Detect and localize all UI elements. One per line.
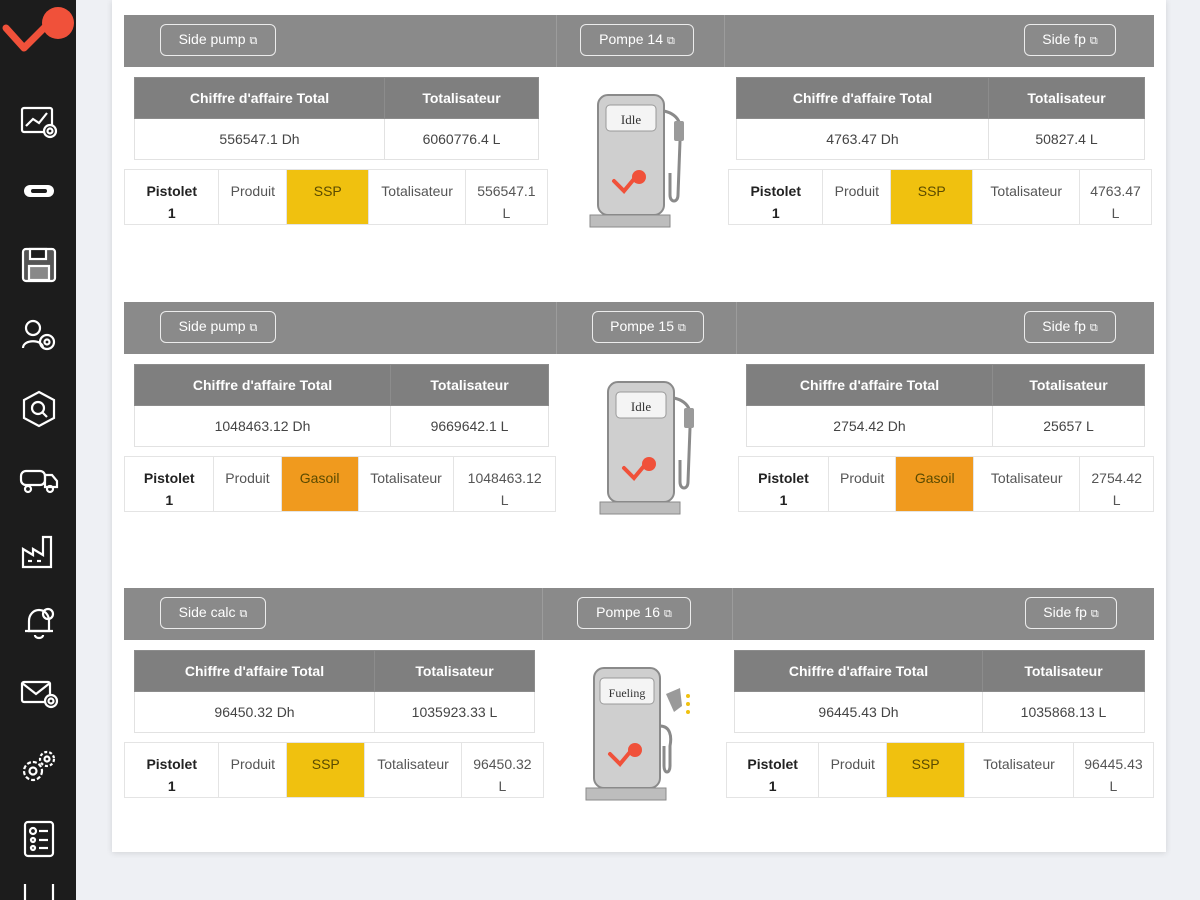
right-pistolet-table: Pistolet 1 Produit Gasoil Totalisateur 27… xyxy=(738,456,1154,512)
produit-label: Produit xyxy=(218,169,288,225)
totalisateur-label: Totalisateur xyxy=(972,169,1081,225)
totalisateur-value: 9669642.1 L xyxy=(390,405,549,447)
pistolet-label: Pistolet 1 xyxy=(123,742,220,798)
pump-status-text: Idle xyxy=(621,112,641,127)
pistolet-label: Pistolet 1 xyxy=(727,169,824,225)
pump-header: Side pump ⧉ Pompe 15 ⧉ Side fp ⧉ xyxy=(124,302,1154,354)
produit-label: Produit xyxy=(818,742,888,798)
pump-name-button[interactable]: Pompe 16 ⧉ xyxy=(577,597,691,629)
side-fp-button[interactable]: Side fp ⧉ xyxy=(1024,24,1116,56)
sidebar xyxy=(0,0,76,900)
tanker-truck-icon[interactable] xyxy=(18,458,60,500)
fuel-nozzle-icon[interactable] xyxy=(18,170,60,212)
side-fp-button[interactable]: Side fp ⧉ xyxy=(1025,597,1117,629)
external-link-icon: ⧉ xyxy=(1089,35,1098,47)
gears-icon[interactable] xyxy=(18,746,60,788)
pistolet-label: Pistolet 1 xyxy=(738,456,829,512)
side-pump-button[interactable]: Side pump ⧉ xyxy=(160,311,276,343)
pumps-panel: Side pump ⧉ Pompe 14 ⧉ Side fp ⧉ Chiffre d'… xyxy=(112,0,1166,852)
pump-header: Side pump ⧉ Pompe 14 ⧉ Side fp ⧉ xyxy=(124,15,1154,67)
right-pistolet-table: Pistolet 1 Produit SSP Totalisateur 96445… xyxy=(725,742,1155,798)
right-totals-table: Chiffre d'affaire Total Totalisateur 9644… xyxy=(734,650,1145,733)
left-totals-table: Chiffre d'affaire Total Totalisateur 5565… xyxy=(134,77,539,160)
product-badge: SSP xyxy=(890,169,974,225)
totalisateur-value: 2754.42 L xyxy=(1079,456,1154,512)
more-icon[interactable] xyxy=(18,884,60,900)
totalisateur-label: Totalisateur xyxy=(364,742,462,798)
alarm-bell-icon[interactable] xyxy=(18,602,60,644)
product-badge: Gasoil xyxy=(895,456,975,512)
left-pistolet-table: Pistolet 1 Produit Gasoil Totalisateur 10… xyxy=(123,456,556,512)
chiffre-affaire-value: 96445.43 Dh xyxy=(734,691,983,733)
external-link-icon: ⧉ xyxy=(663,608,672,620)
totalisateur-label: Totalisateur xyxy=(368,169,466,225)
left-totals-table: Chiffre d'affaire Total Totalisateur 9645… xyxy=(134,650,535,733)
product-badge: Gasoil xyxy=(280,456,359,512)
external-link-icon: ⧉ xyxy=(1090,608,1099,620)
totalisateur-value: 1035868.13 L xyxy=(982,691,1145,733)
totalisateur-label: Totalisateur xyxy=(964,742,1074,798)
totalisateur-label: Totalisateur xyxy=(973,456,1081,512)
totalisateur-label: Totalisateur xyxy=(357,456,455,512)
left-pistolet-table: Pistolet 1 Produit SSP Totalisateur 96450… xyxy=(123,742,545,798)
network-search-icon[interactable] xyxy=(18,388,60,430)
chiffre-affaire-value: 1048463.12 Dh xyxy=(134,405,391,447)
chiffre-affaire-value: 96450.32 Dh xyxy=(134,691,375,733)
right-totals-table: Chiffre d'affaire Total Totalisateur 4763… xyxy=(736,77,1145,160)
side-calc-button[interactable]: Side calc ⧉ xyxy=(160,597,266,629)
totalisateur-value: 4763.47 L xyxy=(1079,169,1152,225)
left-pistolet-table: Pistolet 1 Produit SSP Totalisateur 55654… xyxy=(123,169,549,225)
totalisateur-value: 25657 L xyxy=(992,405,1145,447)
chiffre-affaire-value: 4763.47 Dh xyxy=(736,118,989,160)
fuel-pump-illustration: Idle xyxy=(589,94,684,228)
produit-label: Produit xyxy=(218,742,288,798)
chiffre-affaire-value: 2754.42 Dh xyxy=(746,405,993,447)
totalisateur-value: 6060776.4 L xyxy=(384,118,539,160)
users-settings-icon[interactable] xyxy=(18,314,60,356)
right-totals-table: Chiffre d'affaire Total Totalisateur 2754… xyxy=(746,364,1145,447)
totalisateur-value: 96450.32 L xyxy=(460,742,545,798)
totalisateur-value: 1048463.12 L xyxy=(453,456,556,512)
factory-chart-icon[interactable] xyxy=(18,530,60,572)
produit-label: Produit xyxy=(822,169,892,225)
external-link-icon: ⧉ xyxy=(249,35,258,47)
totalisateur-value: 556547.1 L xyxy=(464,169,549,225)
external-link-icon: ⧉ xyxy=(239,608,248,620)
produit-label: Produit xyxy=(213,456,282,512)
mail-settings-icon[interactable] xyxy=(18,672,60,714)
chiffre-affaire-value: 556547.1 Dh xyxy=(134,118,385,160)
external-link-icon: ⧉ xyxy=(249,322,258,334)
external-link-icon: ⧉ xyxy=(666,35,675,47)
product-badge: SSP xyxy=(286,742,366,798)
pistolet-label: Pistolet 1 xyxy=(123,169,220,225)
totalisateur-value: 96445.43 L xyxy=(1072,742,1155,798)
external-link-icon: ⧉ xyxy=(1089,322,1098,334)
totalisateur-value: 1035923.33 L xyxy=(374,691,535,733)
report-list-icon[interactable] xyxy=(18,818,60,860)
external-link-icon: ⧉ xyxy=(677,322,686,334)
totalisateur-value: 50827.4 L xyxy=(988,118,1145,160)
brand-logo xyxy=(2,7,74,52)
pump-header: Side calc ⧉ Pompe 16 ⧉ Side fp ⧉ xyxy=(124,588,1154,640)
produit-label: Produit xyxy=(827,456,897,512)
pistolet-label: Pistolet 1 xyxy=(123,456,215,512)
pump-status-text: Idle xyxy=(631,399,651,414)
dashboard-chart-icon[interactable] xyxy=(18,100,60,142)
fuel-pump-illustration: Fueling xyxy=(585,667,690,801)
product-badge: SSP xyxy=(286,169,370,225)
left-totals-table: Chiffre d'affaire Total Totalisateur 1048… xyxy=(134,364,549,447)
pistolet-label: Pistolet 1 xyxy=(725,742,820,798)
product-badge: SSP xyxy=(886,742,966,798)
save-disk-icon[interactable] xyxy=(18,244,60,286)
pump-status-text: Fueling xyxy=(609,686,646,700)
side-fp-button[interactable]: Side fp ⧉ xyxy=(1024,311,1116,343)
pump-name-button[interactable]: Pompe 15 ⧉ xyxy=(592,311,704,343)
side-pump-button[interactable]: Side pump ⧉ xyxy=(160,24,276,56)
right-pistolet-table: Pistolet 1 Produit SSP Totalisateur 4763.… xyxy=(727,169,1152,225)
fuel-pump-illustration: Idle xyxy=(599,381,694,515)
pump-name-button[interactable]: Pompe 14 ⧉ xyxy=(580,24,694,56)
